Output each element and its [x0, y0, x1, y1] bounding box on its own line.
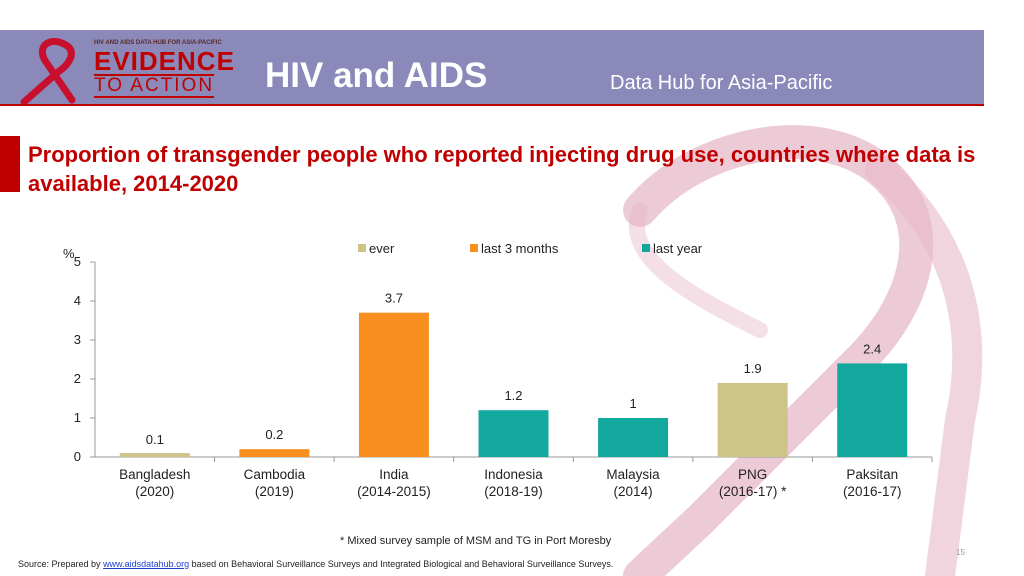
x-tick-label: Indonesia: [484, 467, 543, 482]
source-note: Source: Prepared by www.aidsdatahub.org …: [18, 559, 613, 569]
bar: [598, 418, 669, 457]
x-tick-label: Paksitan: [846, 467, 898, 482]
logo-tagline: HIV AND AIDS DATA HUB FOR ASIA-PACIFIC: [94, 40, 222, 46]
y-tick-label: 5: [74, 254, 81, 269]
bar: [358, 312, 429, 457]
y-tick-label: 2: [74, 371, 81, 386]
red-ribbon-icon: [20, 38, 76, 104]
data-label: 1: [629, 396, 636, 411]
bar: [119, 453, 190, 457]
header-bar: [0, 30, 984, 104]
x-tick-sublabel: (2016-17) *: [719, 484, 787, 499]
logo-wordmark: EVIDENCE: [94, 46, 235, 76]
x-tick-label: Bangladesh: [119, 467, 190, 482]
logo: HIV AND AIDS DATA HUB FOR ASIA-PACIFIC E…: [18, 38, 240, 104]
x-tick-sublabel: (2014-2015): [357, 484, 431, 499]
data-label: 1.9: [744, 361, 762, 376]
y-tick-label: 3: [74, 332, 81, 347]
y-tick-label: 0: [74, 449, 81, 464]
header-divider: [0, 104, 984, 106]
x-tick-label: PNG: [738, 467, 767, 482]
logo-subwordmark: TO ACTION: [94, 74, 215, 98]
legend-swatch: [358, 244, 366, 252]
x-tick-label: Malaysia: [606, 467, 660, 482]
legend-label: ever: [369, 241, 395, 256]
legend-swatch: [470, 244, 478, 252]
x-tick-sublabel: (2018-19): [484, 484, 543, 499]
data-label: 1.2: [504, 388, 522, 403]
data-label: 2.4: [863, 341, 881, 356]
data-label: 3.7: [385, 291, 403, 306]
y-tick-label: 1: [74, 410, 81, 425]
header-title: HIV and AIDS: [265, 56, 488, 95]
source-link[interactable]: www.aidsdatahub.org: [103, 559, 190, 569]
x-tick-sublabel: (2019): [255, 484, 294, 499]
chart-title: Proportion of transgender people who rep…: [28, 142, 976, 196]
legend-label: last 3 months: [481, 241, 559, 256]
source-prefix: Source: Prepared by: [18, 559, 104, 569]
source-suffix: based on Behavioral Surveillance Surveys…: [189, 559, 614, 569]
data-label: 0.1: [146, 432, 164, 447]
x-tick-label: Cambodia: [244, 467, 306, 482]
header-subtitle: Data Hub for Asia-Pacific: [610, 72, 833, 94]
bar: [239, 449, 310, 457]
bar: [837, 363, 908, 457]
data-label: 0.2: [265, 427, 283, 442]
bar: [717, 382, 788, 457]
x-tick-label: India: [379, 467, 409, 482]
x-tick-sublabel: (2014): [614, 484, 653, 499]
title-accent-bar: [0, 136, 20, 192]
y-tick-label: 4: [74, 293, 81, 308]
bar: [478, 410, 549, 457]
footnote: * Mixed survey sample of MSM and TG in P…: [340, 535, 612, 547]
y-axis-label: %: [63, 246, 75, 261]
x-tick-sublabel: (2020): [135, 484, 174, 499]
x-tick-sublabel: (2016-17): [843, 484, 902, 499]
page-number: 15: [956, 548, 965, 557]
legend-swatch: [642, 244, 650, 252]
legend-label: last year: [653, 241, 703, 256]
